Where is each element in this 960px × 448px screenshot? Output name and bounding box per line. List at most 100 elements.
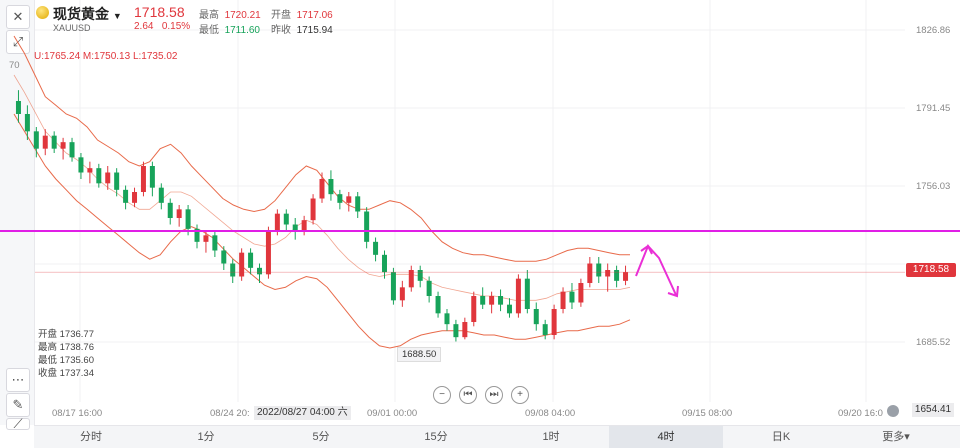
scroll-start-button[interactable]: ⏮ — [459, 386, 477, 404]
candle-body — [42, 135, 48, 149]
boll-lower-band — [13, 113, 631, 349]
candle-body — [444, 313, 450, 325]
price-axis-label: 1826.86 — [916, 25, 951, 36]
candle-body — [310, 198, 316, 221]
candle-body — [24, 114, 30, 132]
candle-body — [239, 252, 245, 277]
candle-body — [605, 270, 611, 277]
candle-body — [230, 263, 236, 277]
candle-body — [283, 213, 289, 225]
candle-body — [78, 157, 84, 173]
candle-body — [328, 179, 334, 195]
candle-body — [292, 224, 298, 231]
date-axis-label: 09/20 16:0 — [838, 408, 883, 419]
candle-body — [551, 309, 557, 335]
candle-body — [51, 135, 57, 149]
price-axis-label: 1685.52 — [916, 337, 951, 348]
forecast-arrowhead — [640, 244, 653, 255]
date-axis-label: 09/01 00:00 — [367, 408, 418, 419]
min-price-label: 1688.50 — [397, 347, 442, 362]
tab-5min[interactable]: 5分 — [312, 431, 330, 443]
scroll-end-button[interactable]: ⏭ — [485, 386, 503, 404]
candle-body — [176, 209, 182, 218]
info-open: 开盘 1736.77 — [38, 329, 94, 340]
crosshair-info: 开盘 1736.77 最高 1738.76 最低 1735.60 收盘 1737… — [38, 328, 94, 380]
indicator-icon[interactable]: ⋯ — [6, 368, 30, 392]
period-tabs: 分时 1分 5分 15分 1时 4时 日K 更多▾ — [34, 425, 960, 448]
candle-body — [194, 228, 200, 242]
candle-body — [390, 272, 396, 301]
candle-body — [337, 194, 343, 203]
candle-body — [69, 142, 75, 158]
open-value: 1717.06 — [296, 10, 333, 21]
candle-body — [417, 270, 423, 281]
change-value: 2.64 — [134, 21, 154, 32]
price-axis-label: 1791.45 — [916, 103, 951, 114]
candle-body — [301, 220, 307, 231]
open-label: 开盘 — [271, 10, 291, 21]
candle-body — [480, 296, 486, 305]
prev-close-stat: 昨收 1715.94 — [271, 21, 333, 36]
candle-body — [96, 168, 102, 184]
left-tick: 70 — [9, 60, 20, 71]
candle-body — [569, 291, 575, 303]
prev-close-value: 1715.94 — [296, 25, 333, 36]
low-stat: 最低 1711.60 — [199, 21, 260, 36]
candle-body — [435, 296, 441, 314]
candle-body — [453, 324, 459, 338]
candle-body — [596, 263, 602, 277]
date-axis-label: 08/24 20: — [210, 408, 250, 419]
candle-body — [87, 168, 93, 173]
candle-body — [185, 209, 191, 229]
date-axis-label: 08/17 16:00 — [52, 408, 103, 419]
candle-body — [542, 324, 548, 335]
tab-daily[interactable]: 日K — [771, 431, 791, 443]
low-label: 最低 — [199, 25, 219, 36]
tab-1min[interactable]: 1分 — [197, 431, 215, 443]
high-stat: 最高 1720.21 — [199, 6, 261, 21]
pen-icon[interactable]: ✎ — [6, 393, 30, 417]
candle-body — [167, 202, 173, 218]
high-value: 1720.21 — [224, 10, 261, 21]
tab-timeshare[interactable]: 分时 — [80, 431, 102, 443]
candle-body — [257, 267, 263, 275]
tab-1hour[interactable]: 1时 — [542, 431, 560, 443]
candle-body — [515, 278, 521, 314]
tab-4hour[interactable]: 4时 — [609, 426, 723, 448]
low-value: 1711.60 — [224, 25, 260, 36]
candle-body — [364, 211, 370, 242]
candle-body — [221, 250, 227, 264]
clock-icon[interactable] — [887, 405, 899, 417]
last-price-tag: 1654.41 — [912, 403, 954, 417]
tab-more[interactable]: 更多▾ — [882, 431, 910, 443]
candle-body — [578, 283, 584, 303]
tab-15min[interactable]: 15分 — [424, 431, 448, 443]
candle-body — [498, 296, 504, 305]
chevron-down-icon[interactable]: ▼ — [112, 11, 122, 21]
forecast-arrow — [635, 244, 677, 296]
close-icon[interactable]: ✕ — [6, 5, 30, 29]
candle-body — [346, 196, 352, 203]
instrument-code: XAUUSD — [53, 23, 91, 33]
date-axis-label: 09/15 08:00 — [682, 408, 733, 419]
candle-body — [265, 231, 271, 275]
candlestick-chart[interactable] — [0, 0, 960, 425]
candle-body — [408, 270, 414, 288]
last-price: 1718.58 — [134, 4, 185, 20]
candle-body — [149, 166, 155, 188]
zoom-out-button[interactable]: − — [433, 386, 451, 404]
zoom-in-button[interactable]: + — [511, 386, 529, 404]
open-stat: 开盘 1717.06 — [271, 6, 333, 21]
trend-icon[interactable]: ⟋ — [6, 416, 30, 431]
candle-body — [381, 254, 387, 273]
candle-body — [560, 291, 566, 309]
candle-body — [60, 142, 66, 149]
prev-close-label: 昨收 — [271, 25, 291, 36]
info-low: 最低 1735.60 — [38, 355, 94, 366]
instrument-name[interactable]: 现货黄金 ▼ — [53, 6, 122, 22]
candle-body — [123, 189, 129, 203]
change-percent: 0.15% — [161, 21, 191, 32]
candle-body — [506, 304, 512, 314]
candle-body — [587, 263, 593, 283]
candle-body — [105, 172, 111, 184]
